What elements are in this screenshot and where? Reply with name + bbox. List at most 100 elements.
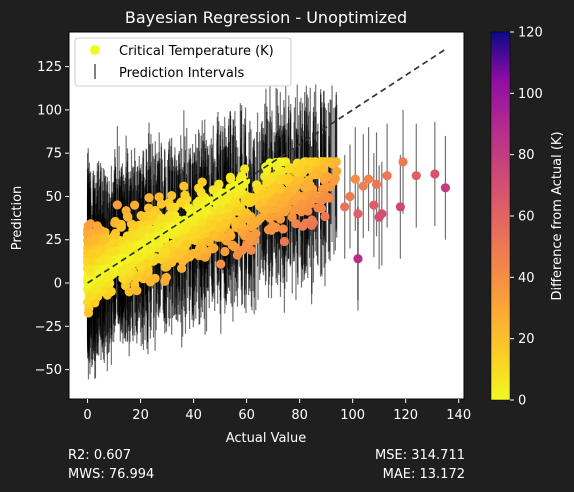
data-point [340,202,350,212]
data-point [265,213,275,223]
data-point [152,222,163,232]
colorbar-ticks: 0 20 40 60 80 100 120 [510,26,543,409]
data-point [90,284,100,294]
data-point [248,216,258,226]
data-point [374,212,384,222]
colorbar-tick-label: 80 [518,148,535,163]
metric-mws: MWS: 76.994 [68,467,155,482]
colorbar-tick-label: 100 [518,87,543,102]
data-point [440,183,451,193]
data-point [82,229,93,239]
data-point [287,212,297,222]
data-point [94,268,104,279]
data-point [179,223,189,233]
metric-mae: MAE: 13.172 [382,467,465,482]
y-tick-label: −50 [35,363,62,378]
data-point [353,209,363,219]
data-point [86,291,97,301]
data-point [161,272,171,283]
data-point [209,243,219,253]
legend-label-critical-temperature: Critical Temperature (K) [119,44,274,59]
data-point [214,213,224,223]
data-point [123,212,133,222]
data-point [171,238,182,248]
data-point [227,240,237,250]
y-axis-ticks: −50 −25 0 25 50 75 100 125 [35,60,69,378]
data-point [274,174,285,185]
data-point [123,254,133,264]
data-point [135,230,145,241]
x-axis-ticks: 0 20 40 60 80 100 120 140 [83,399,471,423]
data-point [84,237,94,247]
x-tick-label: 0 [83,408,91,423]
y-tick-label: 125 [37,60,62,75]
legend-marker-critical-temperature [90,45,100,55]
plot-frame [68,31,465,400]
data-point [275,157,285,167]
data-point [332,166,342,176]
data-point [284,164,294,174]
data-point [188,248,198,259]
legend-label-prediction-intervals: Prediction Intervals [119,66,244,81]
data-point [174,250,184,260]
data-point [319,157,330,167]
y-tick-label: 75 [45,147,62,162]
metric-mse: MSE: 314.711 [375,448,465,463]
data-point [166,202,176,213]
data-point [208,220,218,230]
data-point [262,178,272,188]
data-point [154,192,164,202]
data-point [116,222,126,232]
data-point [223,210,233,220]
data-point [313,203,323,213]
data-point [196,225,207,235]
data-point [345,191,355,202]
data-point [132,273,142,283]
data-point [181,239,192,249]
data-point [143,266,153,276]
data-point [134,253,144,263]
data-point [84,264,94,274]
data-point [163,212,174,223]
data-point [353,254,363,264]
data-point [350,174,360,184]
data-point [216,259,226,269]
y-tick-label: 0 [54,277,62,292]
data-point [196,187,206,197]
data-point [220,246,230,257]
y-tick-label: 25 [45,233,62,248]
data-point [145,224,155,235]
data-point [130,200,140,210]
data-point [284,173,294,183]
data-point [298,221,308,231]
data-point [358,181,368,191]
data-point [300,182,310,192]
data-point [124,287,134,297]
data-point [279,236,290,247]
data-point [241,240,252,250]
data-point [200,252,210,262]
data-point [331,157,341,167]
data-point [251,228,261,239]
data-point [321,192,331,202]
x-tick-label: 80 [291,408,308,423]
data-point [208,185,218,195]
metric-r2: R2: 0.607 [68,448,132,463]
data-point [308,170,318,180]
data-point [156,199,166,209]
data-point [197,243,208,253]
scatter-points [82,157,451,318]
data-point [318,163,329,174]
y-tick-label: −25 [35,320,62,335]
data-point [179,181,189,191]
data-point [293,204,303,215]
data-point [177,263,187,274]
data-point [278,224,288,234]
data-point [168,226,178,237]
data-point [275,183,286,193]
data-point [287,186,297,196]
data-point [329,176,339,186]
data-point [214,179,224,189]
data-point [210,230,220,240]
